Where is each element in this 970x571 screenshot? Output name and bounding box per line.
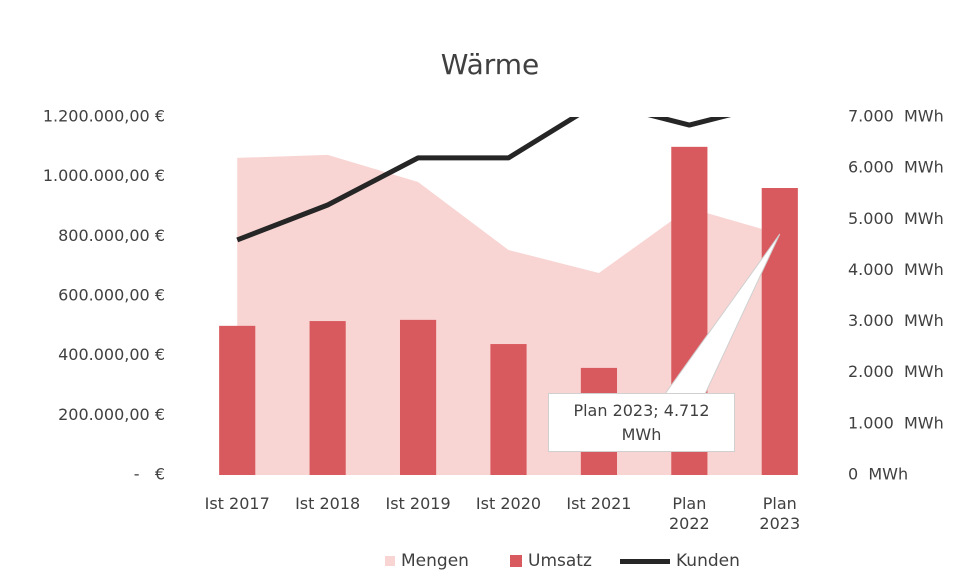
y2-tick-label: 7.000 MWh [848, 107, 944, 126]
x-tick-label: Plan 2022 [668, 494, 710, 533]
y2-tick-label: 1.000 MWh [848, 413, 944, 432]
legend-swatch [510, 555, 522, 567]
annotation: Plan 2023; 4.712 MWh [548, 393, 735, 452]
legend-swatch [620, 558, 670, 564]
y2-tick-label: 2.000 MWh [848, 362, 944, 381]
y2-tick-label: 5.000 MWh [848, 209, 944, 228]
y2-tick-label: 3.000 MWh [848, 311, 944, 330]
legend-label: Umsatz [528, 551, 592, 571]
x-tick-label: Ist 2020 [475, 494, 542, 513]
bar [219, 325, 256, 475]
bar [490, 344, 527, 475]
legend-swatch [385, 556, 395, 566]
line [236, 117, 732, 243]
y-tick-label: 400.000,00 € [58, 345, 165, 364]
legend-item: Mengen [385, 551, 469, 571]
x-tick-label: Plan 2023 [759, 494, 801, 533]
bar [399, 319, 437, 475]
legend-label: Mengen [401, 551, 469, 571]
bar [761, 188, 798, 475]
legend-label: Kunden [676, 551, 740, 571]
y2-tick-label: 4.000 MWh [848, 260, 944, 279]
chart-title: Wärme [441, 48, 540, 81]
y2-tick-label: 0 MWh [848, 465, 908, 484]
y-tick-label: 600.000,00 € [58, 286, 165, 305]
x-tick-label: Ist 2021 [566, 494, 632, 513]
x-tick-label: Ist 2018 [295, 494, 361, 513]
x-tick-label: Ist 2017 [204, 494, 270, 513]
legend-item: Umsatz [510, 551, 592, 571]
y-tick-label: 200.000,00 € [58, 405, 165, 424]
y-tick-label: 1.200.000,00 € [43, 107, 165, 126]
y-tick-label: - € [134, 465, 165, 484]
y2-tick-label: 6.000 MWh [848, 158, 944, 177]
x-tick-label: Ist 2019 [385, 494, 451, 513]
legend-item: Kunden [620, 551, 740, 571]
y-tick-label: 1.000.000,00 € [43, 166, 165, 185]
bar [309, 321, 346, 475]
y-tick-label: 800.000,00 € [58, 226, 165, 245]
